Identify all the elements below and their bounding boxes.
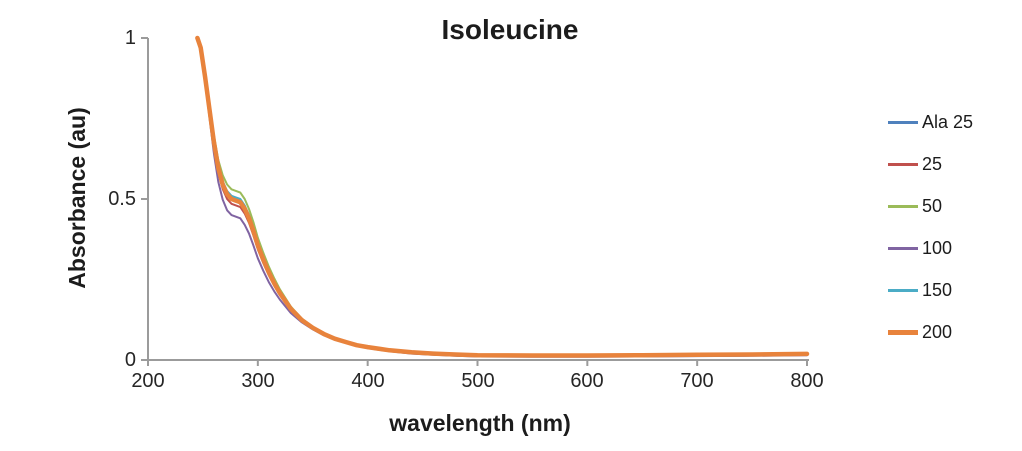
x-tick-label: 700	[680, 370, 714, 392]
legend-swatch	[888, 288, 918, 292]
legend-label: Ala 25	[922, 111, 974, 132]
x-tick-label: 300	[241, 370, 275, 392]
axis-ticks	[141, 37, 808, 366]
legend-label: 150	[922, 279, 953, 300]
legend-swatch	[888, 162, 918, 166]
legend: Ala 25 25 50 100 150 200	[888, 112, 973, 342]
x-tick-label: 600	[570, 370, 604, 392]
legend-label: 50	[922, 195, 943, 216]
legend-label: 200	[922, 321, 953, 342]
x-axis-title: wavelength (nm)	[389, 410, 571, 436]
y-tick-label: 0.5	[108, 188, 136, 210]
y-tick-label: 1	[124, 27, 136, 49]
legend-swatch	[888, 204, 918, 208]
legend-item: 25	[888, 154, 973, 174]
x-tick-label: 500	[461, 370, 495, 392]
legend-item: 100	[888, 238, 973, 258]
series-line-200	[195, 35, 810, 358]
legend-label: 100	[922, 237, 953, 258]
y-tick-label: 0	[124, 349, 136, 371]
chart-title: Isoleucine	[441, 14, 579, 45]
series-lines	[195, 35, 810, 358]
legend-item: Ala 25	[888, 112, 973, 132]
legend-label: 25	[922, 153, 943, 174]
legend-item: 200	[888, 322, 973, 342]
legend-item: 150	[888, 280, 973, 300]
legend-swatch	[888, 329, 918, 335]
legend-item: 50	[888, 196, 973, 216]
x-tick-label: 400	[351, 370, 385, 392]
x-tick-label: 800	[790, 370, 824, 392]
legend-swatch	[888, 246, 918, 250]
x-tick-label: 200	[131, 370, 165, 392]
legend-swatch	[888, 120, 918, 124]
